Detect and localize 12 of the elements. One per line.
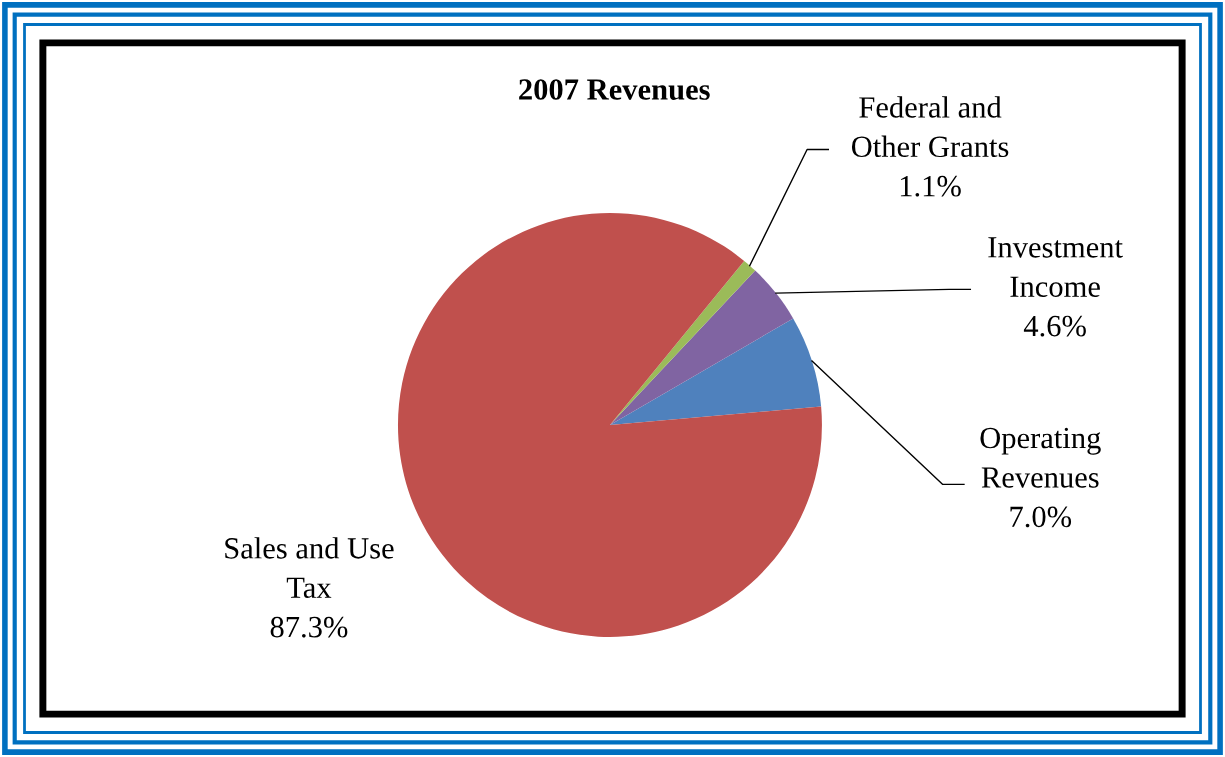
slice-label: Federal and Other Grants <box>851 96 1009 158</box>
data-label: 87.3% <box>270 616 348 638</box>
slice-label: Sales and Use Tax <box>225 537 394 599</box>
data-label: 4.6% <box>1023 315 1086 337</box>
pie-slice <box>609 270 794 426</box>
slice-label: Investment Income <box>988 237 1123 298</box>
data-label: 1.1% <box>900 175 961 197</box>
pie-slice <box>609 318 822 426</box>
chart-title: 2007 Revenues <box>519 79 710 100</box>
slice-label: Operating Revenues <box>980 427 1101 488</box>
pie-slice <box>397 213 822 638</box>
data-label: 7.0% <box>1010 506 1072 528</box>
